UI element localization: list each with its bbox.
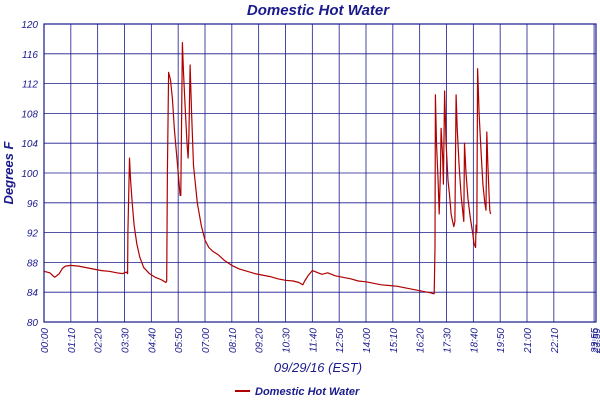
x-tick-label: 14:00: [362, 328, 373, 353]
x-tick-label: 19:50: [496, 328, 507, 353]
y-tick-label: 88: [27, 258, 39, 269]
x-tick-label: 00:00: [40, 328, 51, 353]
x-tick-label: 11:40: [308, 328, 319, 353]
grid: [44, 24, 596, 322]
y-tick-label: 84: [27, 288, 39, 299]
y-axis-label: Degrees F: [1, 141, 16, 205]
x-tick-label: 21:00: [523, 328, 534, 354]
y-tick-label: 92: [27, 229, 39, 240]
x-tick-label: 18:40: [469, 328, 480, 353]
legend: Domestic Hot Water: [235, 386, 360, 398]
series-layer: [44, 43, 491, 294]
y-tick-label: 100: [21, 169, 38, 180]
chart-container: Domestic Hot Water 80 84 88 92 96 100 104 108 11…: [0, 0, 600, 400]
x-tick-label: 07:00: [201, 328, 212, 353]
y-tick-label: 116: [22, 50, 38, 61]
x-tick-label: 08:10: [228, 328, 239, 353]
y-tick-label: 80: [27, 318, 39, 329]
x-tick-label: 15:10: [389, 328, 400, 353]
line-chart: Domestic Hot Water 80 84 88 92 96 100 104 108 11…: [0, 0, 600, 400]
y-tick-label: 104: [21, 139, 38, 150]
x-tick-label: 04:40: [147, 328, 158, 353]
x-tick-label: 12:50: [335, 328, 346, 353]
x-tick-label: 22:10: [550, 328, 561, 354]
x-tick-label: 17:30: [443, 328, 454, 353]
x-tick-label: 23:59: [592, 328, 600, 354]
x-axis-label: 09/29/16 (EST): [274, 360, 362, 375]
x-tick-label: 03:30: [121, 328, 132, 353]
y-tick-label: 108: [21, 109, 38, 120]
x-tick-label: 09:20: [255, 328, 266, 353]
x-tick-label: 05:50: [174, 328, 185, 353]
chart-title: Domestic Hot Water: [247, 2, 390, 19]
y-tick-label: 96: [27, 199, 39, 210]
x-tick-label: 16:20: [416, 328, 427, 353]
y-axis-ticks: 80 84 88 92 96 100 104 108 112 116 120: [21, 20, 38, 329]
x-tick-label: 02:20: [94, 328, 105, 353]
y-tick-label: 120: [21, 20, 38, 31]
series-line: [44, 43, 491, 294]
x-tick-label: 01:10: [67, 328, 78, 353]
legend-label: Domestic Hot Water: [255, 386, 360, 398]
x-axis-ticks: 00:00 01:10 02:20 03:30 04:40 05:50 07:00 08:10…: [40, 328, 600, 354]
y-tick-label: 112: [22, 80, 38, 91]
x-tick-label: 10:30: [282, 328, 293, 353]
